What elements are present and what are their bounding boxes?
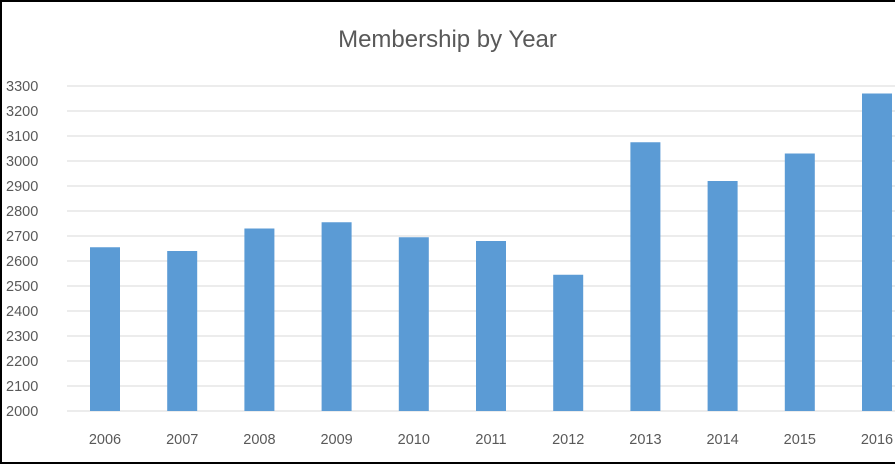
y-tick-label: 2400 [6, 304, 38, 320]
bar-2014 [707, 181, 738, 411]
x-tick-label: 2008 [243, 432, 275, 448]
x-tick-label: 2012 [552, 432, 584, 448]
x-axis-tick-labels: 2006 2007 2008 2009 2010 2011 2012 2013 2014 2015… [89, 432, 893, 448]
x-tick-label: 2006 [89, 432, 121, 448]
bar-2015 [784, 153, 815, 411]
y-tick-label: 3200 [6, 104, 38, 120]
y-tick-label: 2000 [6, 404, 38, 420]
chart-title: Membership by Year [338, 26, 557, 53]
y-tick-label: 3300 [6, 79, 38, 95]
x-tick-label: 2007 [166, 432, 198, 448]
bar-2007 [167, 251, 198, 411]
bar-2013 [630, 142, 661, 411]
bar-2010 [398, 237, 429, 411]
x-tick-label: 2015 [784, 432, 816, 448]
y-tick-label: 2900 [6, 179, 38, 195]
x-tick-label: 2011 [475, 432, 506, 448]
y-axis-tick-labels: 2000 2100 2200 2300 2400 2500 2600 2700 2800 2900… [6, 79, 38, 420]
bar-2006 [90, 247, 120, 411]
y-tick-label: 2200 [6, 354, 38, 370]
y-tick-label: 3100 [6, 129, 38, 145]
x-tick-label: 2010 [398, 432, 430, 448]
bar-2016 [862, 93, 892, 411]
y-tick-label: 2300 [6, 329, 38, 345]
y-tick-label: 3000 [6, 154, 38, 170]
y-tick-label: 2700 [6, 229, 38, 245]
bar-2008 [244, 228, 275, 411]
bar-2012 [553, 274, 584, 411]
bar-2009 [321, 222, 352, 411]
x-tick-label: 2014 [706, 432, 738, 448]
x-tick-label: 2013 [629, 432, 661, 448]
y-tick-label: 2600 [6, 254, 38, 270]
bar-series [90, 93, 892, 411]
x-tick-label: 2016 [861, 432, 893, 448]
y-tick-label: 2500 [6, 279, 38, 295]
y-tick-label: 2100 [6, 379, 38, 395]
x-tick-label: 2009 [320, 432, 352, 448]
bar-2011 [476, 241, 506, 411]
y-tick-label: 2800 [6, 204, 38, 220]
